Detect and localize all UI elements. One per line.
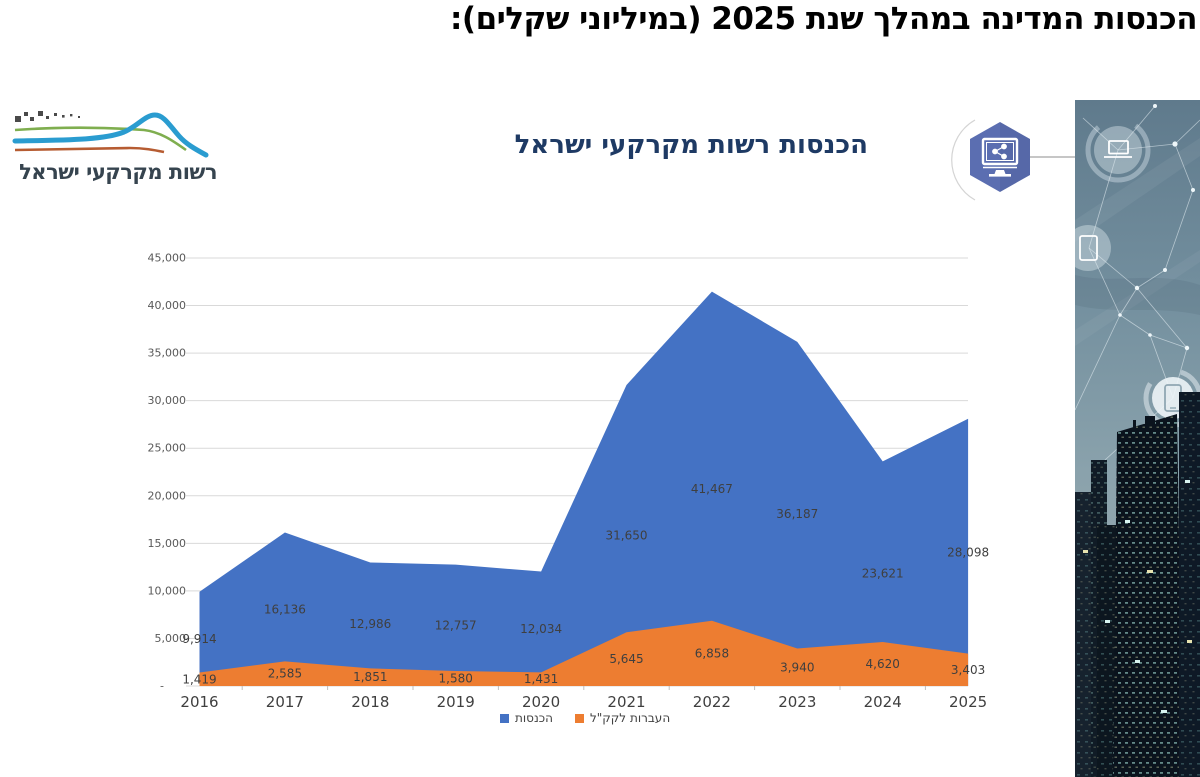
x-axis-label: 2017 <box>266 693 304 711</box>
y-axis-label: 40,000 <box>148 299 187 312</box>
data-label: 1,580 <box>439 671 473 685</box>
legend-label: הכנסות <box>515 711 553 725</box>
x-axis-label: 2023 <box>778 693 816 711</box>
x-axis-label: 2021 <box>607 693 645 711</box>
monitor-share-hexagon-icon <box>935 100 1080 220</box>
laptop-circle-icon <box>1085 117 1151 183</box>
data-label: 4,620 <box>866 657 900 671</box>
legend-swatch-icon <box>500 713 509 723</box>
area-series-0 <box>199 291 969 686</box>
x-axis-label: 2018 <box>351 693 389 711</box>
data-label: 5,645 <box>609 652 643 666</box>
x-axis-label: 2020 <box>522 693 560 711</box>
x-axis-label: 2016 <box>180 693 218 711</box>
y-axis-label: 10,000 <box>148 584 187 597</box>
data-label: 9,914 <box>182 632 216 646</box>
data-label: 6,858 <box>695 646 729 660</box>
rmi-logo: רשות מקרקעי ישראל <box>12 96 218 188</box>
data-label: 3,940 <box>780 660 814 674</box>
y-axis-label: 35,000 <box>148 347 187 360</box>
data-label: 31,650 <box>606 528 648 542</box>
tablet-circle-icon <box>1065 225 1111 271</box>
logo-text: רשות מקרקעי ישראל <box>19 160 217 184</box>
y-axis-label: 20,000 <box>148 489 187 502</box>
data-label: 12,757 <box>435 618 477 632</box>
x-axis-label: 2022 <box>693 693 731 711</box>
page-title: הכנסות המדינה במהלך שנת 2025 (במיליוני ש… <box>450 1 1197 37</box>
data-label: 2,585 <box>268 667 302 681</box>
legend-swatch-icon <box>574 713 584 723</box>
data-label: 23,621 <box>862 567 904 581</box>
y-axis-label: 5,000 <box>155 632 187 645</box>
data-label: 28,098 <box>947 545 989 559</box>
y-axis-label: 15,000 <box>148 537 187 550</box>
legend-label: העברות לקק"ל <box>589 711 671 725</box>
data-label: 1,431 <box>524 672 558 686</box>
y-axis-label: 30,000 <box>148 394 187 407</box>
data-label: 41,467 <box>691 482 733 496</box>
legend-item-0: הכנסות <box>500 711 553 725</box>
chart-title: הכנסות רשות מקרקעי ישראל <box>514 130 868 160</box>
x-axis-label: 2025 <box>949 693 987 711</box>
city-photo-strip <box>1065 100 1200 777</box>
landscape-waves-icon <box>12 96 217 162</box>
data-label: 36,187 <box>776 507 818 521</box>
data-label: 1,851 <box>353 670 387 684</box>
x-axis-label: 2024 <box>864 693 902 711</box>
data-label: 3,403 <box>951 663 985 677</box>
data-label: 1,419 <box>182 672 216 686</box>
data-label: 12,986 <box>349 617 391 631</box>
x-axis-label: 2019 <box>437 693 475 711</box>
y-axis-label: 45,000 <box>148 252 187 265</box>
data-label: 16,136 <box>264 602 306 616</box>
y-axis-label: - <box>160 680 164 693</box>
y-axis-label: 25,000 <box>148 442 187 455</box>
chart-legend: הכנסות העברות לקק"ל <box>500 711 670 725</box>
city-skyline-decor <box>1075 392 1200 777</box>
data-label: 12,034 <box>520 622 562 636</box>
legend-item-1: העברות לקק"ל <box>574 711 671 725</box>
area-series-1 <box>199 620 969 686</box>
